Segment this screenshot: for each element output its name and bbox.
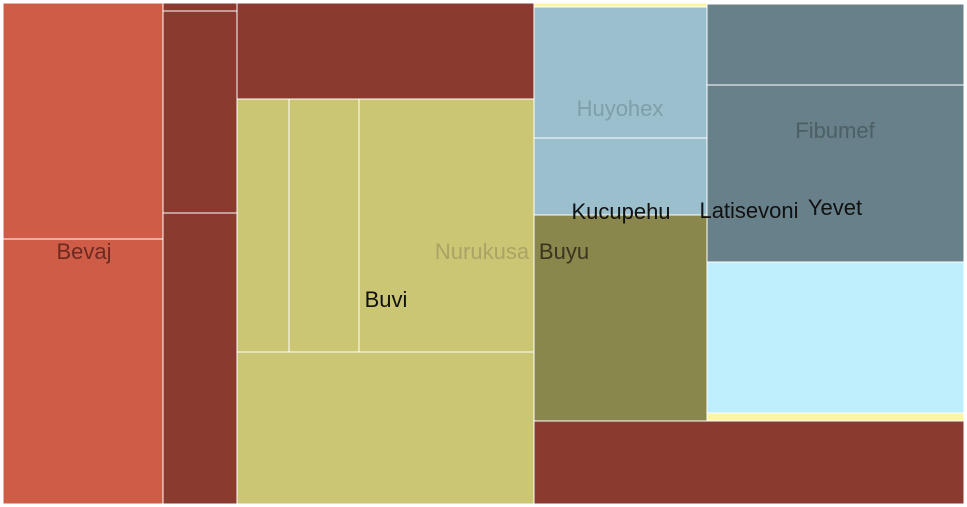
treemap-cell (533, 214, 708, 422)
treemap-cell (706, 84, 965, 263)
treemap-cell (236, 2, 535, 100)
treemap-cell (533, 137, 708, 216)
treemap-cell (706, 261, 965, 414)
treemap-cell (162, 10, 238, 214)
treemap-cell (358, 98, 535, 353)
group-label: Fibumef (795, 118, 875, 143)
treemap-cell (533, 6, 708, 139)
treemap-cell (2, 238, 164, 505)
treemap-cell (533, 2, 708, 8)
treemap-cell (162, 2, 238, 12)
leaf-label: Kucupehu (571, 199, 670, 224)
treemap-cell (533, 420, 965, 505)
treemap-labels: Bevaj Nurukusa Buvi Huyohex Kucupehu Buyu Fibu… (56, 96, 875, 312)
treemap-cell (2, 2, 164, 240)
treemap-cell (706, 3, 965, 86)
treemap-cell (706, 412, 965, 422)
leaf-label: Buvi (365, 287, 408, 312)
group-label: Huyohex (577, 96, 664, 121)
leaf-label: Yevet (808, 195, 862, 220)
treemap-cell (236, 98, 290, 353)
treemap-cell (162, 212, 238, 505)
treemap-cell (236, 351, 535, 505)
group-label: Nurukusa (435, 239, 530, 264)
group-label: Bevaj (56, 239, 111, 264)
leaf-label: Latisevoni (699, 198, 798, 223)
group-label: Buyu (539, 239, 589, 264)
treemap-cell (288, 98, 360, 353)
